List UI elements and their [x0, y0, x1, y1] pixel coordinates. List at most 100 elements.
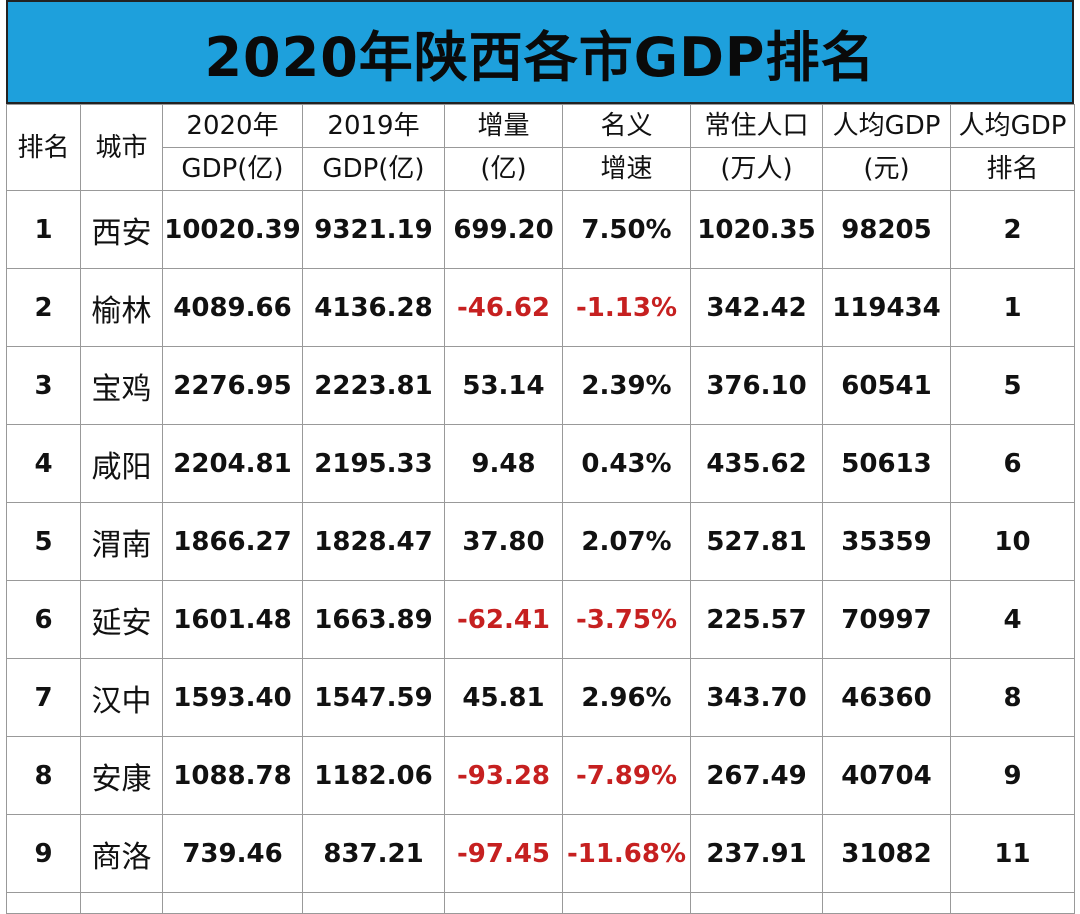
cell-rank: 2 — [6, 268, 81, 347]
cell-city: 汉中 — [80, 658, 163, 737]
cell-gdp2020: 10020.39 — [162, 190, 303, 269]
header-increase: 增量 — [444, 104, 563, 148]
table-row-cutoff — [6, 892, 1075, 914]
cell-per-capita: 50613 — [822, 424, 951, 503]
header-per-capita-rank: 人均GDP — [950, 104, 1075, 148]
cell-increase: 37.80 — [444, 502, 563, 581]
header-row-bottom: GDP(亿) GDP(亿) (亿) 增速 (万人) (元) 排名 — [7, 147, 1075, 191]
cell-city: 延安 — [80, 580, 163, 659]
cell-population: 225.57 — [690, 580, 823, 659]
table-cell-empty — [690, 892, 823, 914]
cell-gdp2019: 1182.06 — [302, 736, 445, 815]
cell-city: 渭南 — [80, 502, 163, 581]
cell-increase: 9.48 — [444, 424, 563, 503]
cell-rank: 4 — [6, 424, 81, 503]
cell-rank: 9 — [6, 814, 81, 893]
cell-per-capita: 31082 — [822, 814, 951, 893]
table-cell-empty — [562, 892, 691, 914]
cell-population: 376.10 — [690, 346, 823, 425]
cell-growth: -11.68% — [562, 814, 691, 893]
cell-population: 1020.35 — [690, 190, 823, 269]
cell-population: 435.62 — [690, 424, 823, 503]
cell-increase: -93.28 — [444, 736, 563, 815]
table-cell-empty — [162, 892, 303, 914]
cell-per-capita-rank: 9 — [950, 736, 1075, 815]
table-row: 3 宝鸡 2276.95 2223.81 53.14 2.39% 376.10 60541 5 — [6, 346, 1075, 425]
table-cell-empty — [6, 892, 81, 914]
table-cell-empty — [302, 892, 445, 914]
header-gdp2020-unit: GDP(亿) — [162, 147, 303, 191]
cell-increase: -97.45 — [444, 814, 563, 893]
cell-city: 西安 — [80, 190, 163, 269]
cell-rank: 8 — [6, 736, 81, 815]
cell-per-capita: 35359 — [822, 502, 951, 581]
cell-per-capita-rank: 4 — [950, 580, 1075, 659]
cell-gdp2020: 1866.27 — [162, 502, 303, 581]
cell-rank: 7 — [6, 658, 81, 737]
cell-population: 237.91 — [690, 814, 823, 893]
cell-gdp2020: 739.46 — [162, 814, 303, 893]
cell-per-capita: 60541 — [822, 346, 951, 425]
table-row: 5 渭南 1866.27 1828.47 37.80 2.07% 527.81 35359 10 — [6, 502, 1075, 581]
cell-city: 咸阳 — [80, 424, 163, 503]
cell-population: 343.70 — [690, 658, 823, 737]
cell-gdp2019: 837.21 — [302, 814, 445, 893]
table-cell-empty — [444, 892, 563, 914]
cell-gdp2019: 2223.81 — [302, 346, 445, 425]
header-gdp2019-year: 2019年 — [302, 104, 445, 148]
cell-per-capita: 40704 — [822, 736, 951, 815]
cell-gdp2019: 1547.59 — [302, 658, 445, 737]
table-row: 4 咸阳 2204.81 2195.33 9.48 0.43% 435.62 50613 6 — [6, 424, 1075, 503]
cell-rank: 5 — [6, 502, 81, 581]
cell-per-capita: 70997 — [822, 580, 951, 659]
cell-gdp2019: 1828.47 — [302, 502, 445, 581]
cell-increase: 53.14 — [444, 346, 563, 425]
header-growth: 名义 — [562, 104, 691, 148]
header-gdp2019-unit: GDP(亿) — [302, 147, 445, 191]
header-per-capita-rank-unit: 排名 — [950, 147, 1075, 191]
cell-gdp2020: 1593.40 — [162, 658, 303, 737]
title-banner: 2020年陕西各市GDP排名 — [6, 0, 1074, 104]
cell-population: 342.42 — [690, 268, 823, 347]
cell-population: 527.81 — [690, 502, 823, 581]
cell-rank: 1 — [6, 190, 81, 269]
cell-gdp2020: 1088.78 — [162, 736, 303, 815]
header-city: 城市 — [80, 104, 163, 191]
header-increase-unit: (亿) — [444, 147, 563, 191]
cell-growth: 2.39% — [562, 346, 691, 425]
table-row: 8 安康 1088.78 1182.06 -93.28 -7.89% 267.49 40704… — [6, 736, 1075, 815]
cell-city: 榆林 — [80, 268, 163, 347]
cell-rank: 6 — [6, 580, 81, 659]
cell-per-capita: 46360 — [822, 658, 951, 737]
cell-growth: 2.96% — [562, 658, 691, 737]
cell-growth: 0.43% — [562, 424, 691, 503]
page-title: 2020年陕西各市GDP排名 — [204, 25, 876, 89]
cell-increase: -46.62 — [444, 268, 563, 347]
cell-per-capita: 119434 — [822, 268, 951, 347]
table-row: 2 榆林 4089.66 4136.28 -46.62 -1.13% 342.42 11943… — [6, 268, 1075, 347]
table-cell-empty — [822, 892, 951, 914]
table-row: 6 延安 1601.48 1663.89 -62.41 -3.75% 225.57 70997… — [6, 580, 1075, 659]
cell-per-capita-rank: 10 — [950, 502, 1075, 581]
cell-city: 宝鸡 — [80, 346, 163, 425]
cell-city: 安康 — [80, 736, 163, 815]
cell-city: 商洛 — [80, 814, 163, 893]
header-per-capita-unit: (元) — [822, 147, 951, 191]
cell-growth: -7.89% — [562, 736, 691, 815]
cell-per-capita-rank: 2 — [950, 190, 1075, 269]
header-population: 常住人口 — [690, 104, 823, 148]
cell-gdp2019: 9321.19 — [302, 190, 445, 269]
cell-population: 267.49 — [690, 736, 823, 815]
header-row-top: 排名 城市 2020年 2019年 增量 名义 常住人口 人均GDP 人均GDP — [6, 104, 1075, 191]
cell-gdp2020: 1601.48 — [162, 580, 303, 659]
table-row: 1 西安 10020.39 9321.19 699.20 7.50% 1020.35 9820… — [6, 190, 1075, 269]
table-body: 1 西安 10020.39 9321.19 699.20 7.50% 1020.35 9820… — [6, 190, 1075, 914]
cell-per-capita: 98205 — [822, 190, 951, 269]
cell-per-capita-rank: 1 — [950, 268, 1075, 347]
table-row: 7 汉中 1593.40 1547.59 45.81 2.96% 343.70 46360 8 — [6, 658, 1075, 737]
cell-increase: 45.81 — [444, 658, 563, 737]
gdp-table: 排名 城市 2020年 2019年 增量 名义 常住人口 人均GDP 人均GDP… — [6, 104, 1075, 914]
cell-gdp2019: 1663.89 — [302, 580, 445, 659]
cell-gdp2020: 2204.81 — [162, 424, 303, 503]
header-rank: 排名 — [6, 104, 81, 191]
